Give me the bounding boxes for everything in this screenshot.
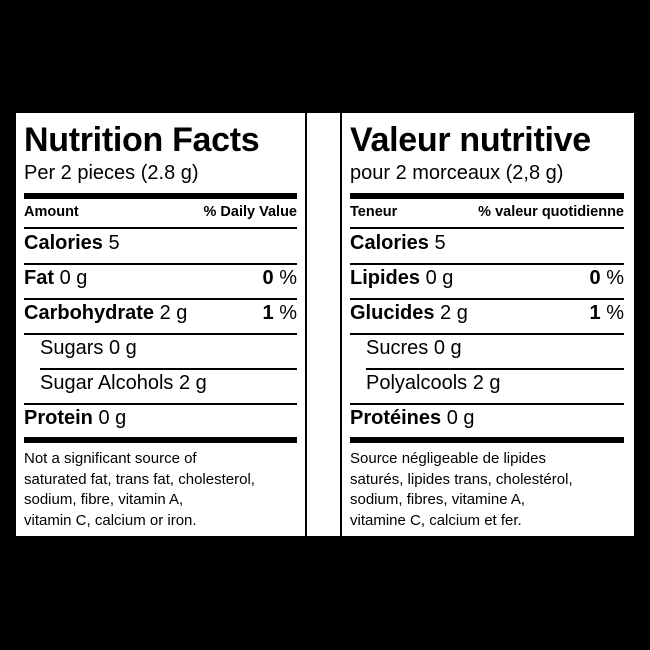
nutrient-label: Sugar Alcohols	[40, 372, 174, 394]
footnote: Not a significant source of saturated fat…	[24, 449, 255, 531]
panel-divider	[340, 113, 342, 536]
panel-title: Valeur nutritive	[350, 121, 591, 159]
rule	[24, 227, 297, 229]
footnote-line: sodium, fibre, vitamin A,	[24, 491, 184, 508]
nutrition-panel-fr: Valeur nutritive pour 2 morceaux (2,8 g) T…	[350, 113, 624, 536]
amount-header: Teneur	[350, 204, 398, 220]
nutrient-label: Protéines	[350, 407, 442, 429]
thick-rule	[350, 437, 624, 443]
thick-rule	[24, 437, 297, 443]
daily-value-percent: 1 %	[263, 302, 297, 325]
rule	[350, 298, 624, 300]
nutrient-amount: 2 g	[472, 372, 501, 394]
serving-size: pour 2 morceaux (2,8 g)	[350, 162, 564, 184]
rule	[350, 333, 624, 335]
nutrient-amount: 5	[108, 232, 120, 254]
percent-sign: %	[606, 267, 624, 289]
footnote-line: vitamine C, calcium et fer.	[350, 511, 522, 529]
footnote-line: vitamin C, calcium or iron.	[24, 511, 197, 529]
nutrient-row: Calories 5	[24, 232, 120, 255]
percent-sign: %	[606, 302, 624, 324]
percent-sign: %	[279, 302, 297, 324]
percent-number: 0	[589, 267, 601, 289]
nutrient-amount: 0 g	[59, 267, 88, 289]
nutrient-amount: 0 g	[98, 407, 127, 429]
rule	[24, 298, 297, 300]
nutrient-amount: 2 g	[178, 372, 207, 394]
nutrient-row: Carbohydrate 2 g	[24, 302, 187, 325]
nutrient-label: Fat	[24, 267, 54, 289]
panel-divider	[305, 113, 307, 536]
nutrient-row: Polyalcools 2 g	[366, 372, 501, 395]
nutrient-row: Fat 0 g	[24, 267, 87, 290]
nutrient-row: Lipides 0 g	[350, 267, 453, 290]
nutrient-label: Sucres	[366, 337, 429, 359]
rule	[24, 263, 297, 265]
daily-value-header: % valeur quotidienne	[478, 204, 624, 220]
footnote-line: saturated fat, trans fat, cholesterol,	[24, 470, 255, 488]
nutrient-row: Protéines 0 g	[350, 407, 475, 430]
nutrient-label: Glucides	[350, 302, 435, 324]
nutrient-label: Calories	[24, 232, 103, 254]
percent-number: 0	[262, 267, 274, 289]
nutrient-label: Protein	[24, 407, 93, 429]
footnote: Source négligeable de lipides saturés, li…	[350, 449, 573, 531]
panel-title: Nutrition Facts	[24, 121, 260, 159]
nutrient-row: Protein 0 g	[24, 407, 126, 430]
percent-sign: %	[279, 267, 297, 289]
nutrient-amount: 2 g	[440, 302, 468, 324]
amount-header: Amount	[24, 204, 79, 220]
percent-number: 1	[589, 302, 601, 324]
nutrient-row: Sucres 0 g	[366, 337, 462, 360]
nutrient-row: Glucides 2 g	[350, 302, 468, 325]
nutrient-amount: 5	[434, 232, 446, 254]
rule	[24, 333, 297, 335]
rule	[24, 403, 297, 405]
daily-value-percent: 0 %	[590, 267, 624, 290]
nutrient-label: Carbohydrate	[24, 302, 155, 324]
nutrient-label: Sugars	[40, 337, 104, 359]
footnote-line: Not a significant source of	[24, 450, 197, 467]
nutrient-amount: 0 g	[433, 337, 462, 359]
nutrient-row: Sugar Alcohols 2 g	[40, 372, 207, 395]
thick-rule	[24, 193, 297, 199]
rule	[40, 368, 297, 370]
footnote-line: saturés, lipides trans, cholestérol,	[350, 470, 573, 488]
nutrient-amount: 0 g	[108, 337, 137, 359]
nutrient-label: Calories	[350, 232, 429, 254]
daily-value-percent: 1 %	[590, 302, 624, 325]
thick-rule	[350, 193, 624, 199]
nutrient-label: Polyalcools	[366, 372, 468, 394]
nutrient-amount: 0 g	[446, 407, 475, 429]
rule	[350, 403, 624, 405]
nutrition-panel-en: Nutrition Facts Per 2 pieces (2.8 g) Amoun…	[24, 113, 297, 536]
percent-number: 1	[262, 302, 274, 324]
nutrient-row: Sugars 0 g	[40, 337, 137, 360]
rule	[366, 368, 624, 370]
rule	[350, 227, 624, 229]
nutrient-row: Calories 5	[350, 232, 446, 255]
daily-value-percent: 0 %	[263, 267, 297, 290]
footnote-line: Source négligeable de lipides	[350, 450, 546, 467]
nutrition-label	[16, 113, 634, 536]
nutrient-amount: 2 g	[159, 302, 188, 324]
nutrient-amount: 0 g	[425, 267, 454, 289]
serving-size: Per 2 pieces (2.8 g)	[24, 162, 199, 184]
footnote-line: sodium, fibres, vitamine A,	[350, 491, 526, 508]
nutrient-label: Lipides	[350, 267, 421, 289]
rule	[350, 263, 624, 265]
daily-value-header: % Daily Value	[203, 204, 298, 220]
